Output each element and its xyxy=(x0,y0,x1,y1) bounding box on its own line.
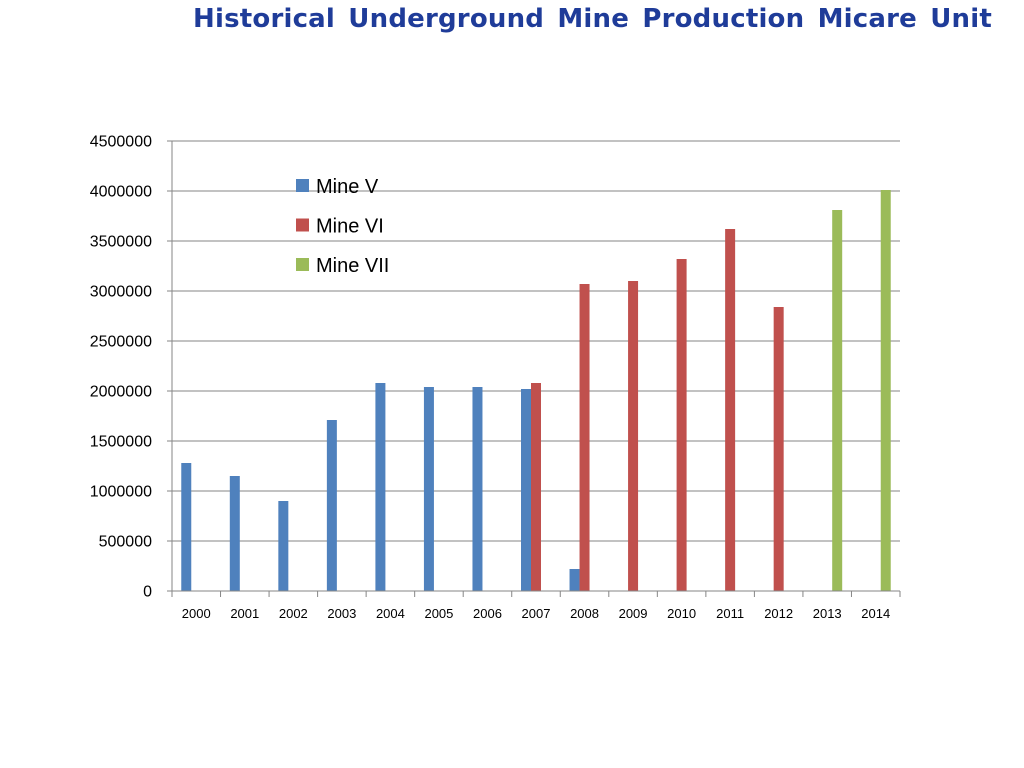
x-tick-label: 2009 xyxy=(619,606,648,621)
slide-title: Historical Underground Mine Production M… xyxy=(193,4,992,34)
x-tick-label: 2014 xyxy=(861,606,890,621)
legend-swatch xyxy=(296,218,309,232)
legend-swatch xyxy=(296,179,309,192)
x-tick-label: 2003 xyxy=(327,606,356,621)
bar-mine-v xyxy=(326,420,337,591)
bar-mine-v xyxy=(569,569,580,591)
legend-label: Mine VI xyxy=(316,216,384,238)
bar-mine-v xyxy=(472,387,483,591)
x-tick-label: 2007 xyxy=(522,606,551,621)
bar-mine-vi xyxy=(531,383,541,591)
legend-label: Mine VII xyxy=(316,255,389,277)
x-tick-label: 2000 xyxy=(182,606,211,621)
bar-mine-v xyxy=(229,476,240,591)
x-tick-label: 2006 xyxy=(473,606,502,621)
x-tick-label: 2011 xyxy=(716,606,744,621)
bar-mine-vi xyxy=(773,307,784,591)
legend-swatch xyxy=(296,258,309,271)
x-tick-label: 2013 xyxy=(813,606,842,621)
x-tick-label: 2008 xyxy=(570,606,599,621)
bar-mine-v xyxy=(423,387,434,591)
bar-mine-vi xyxy=(579,284,590,591)
y-tick-label: 0 xyxy=(143,584,152,601)
y-tick-label: 2500000 xyxy=(90,334,152,351)
bar-mine-v xyxy=(521,389,531,591)
x-tick-label: 2010 xyxy=(667,606,696,621)
y-tick-label: 2000000 xyxy=(90,384,152,401)
x-tick-label: 2012 xyxy=(764,606,793,621)
y-tick-label: 1500000 xyxy=(90,434,152,451)
bar-mine-vi xyxy=(676,259,687,591)
x-tick-label: 2004 xyxy=(376,606,405,621)
y-tick-label: 1000000 xyxy=(90,484,152,501)
y-tick-label: 500000 xyxy=(99,534,152,551)
bar-mine-vi xyxy=(628,281,639,591)
bar-mine-vii xyxy=(832,210,843,591)
y-tick-label: 3500000 xyxy=(90,234,152,251)
bar-mine-vi xyxy=(725,229,736,591)
y-tick-label: 3000000 xyxy=(90,284,152,301)
y-tick-label: 4000000 xyxy=(90,184,152,201)
y-tick-label: 4500000 xyxy=(90,134,152,151)
bar-mine-v xyxy=(278,501,289,591)
x-tick-label: 2001 xyxy=(230,606,259,621)
bar-mine-v xyxy=(375,383,386,591)
bar-mine-vii xyxy=(880,190,891,591)
x-tick-label: 2005 xyxy=(424,606,453,621)
legend-label: Mine V xyxy=(316,176,379,198)
bar-mine-v xyxy=(181,463,192,591)
x-tick-label: 2002 xyxy=(279,606,308,621)
